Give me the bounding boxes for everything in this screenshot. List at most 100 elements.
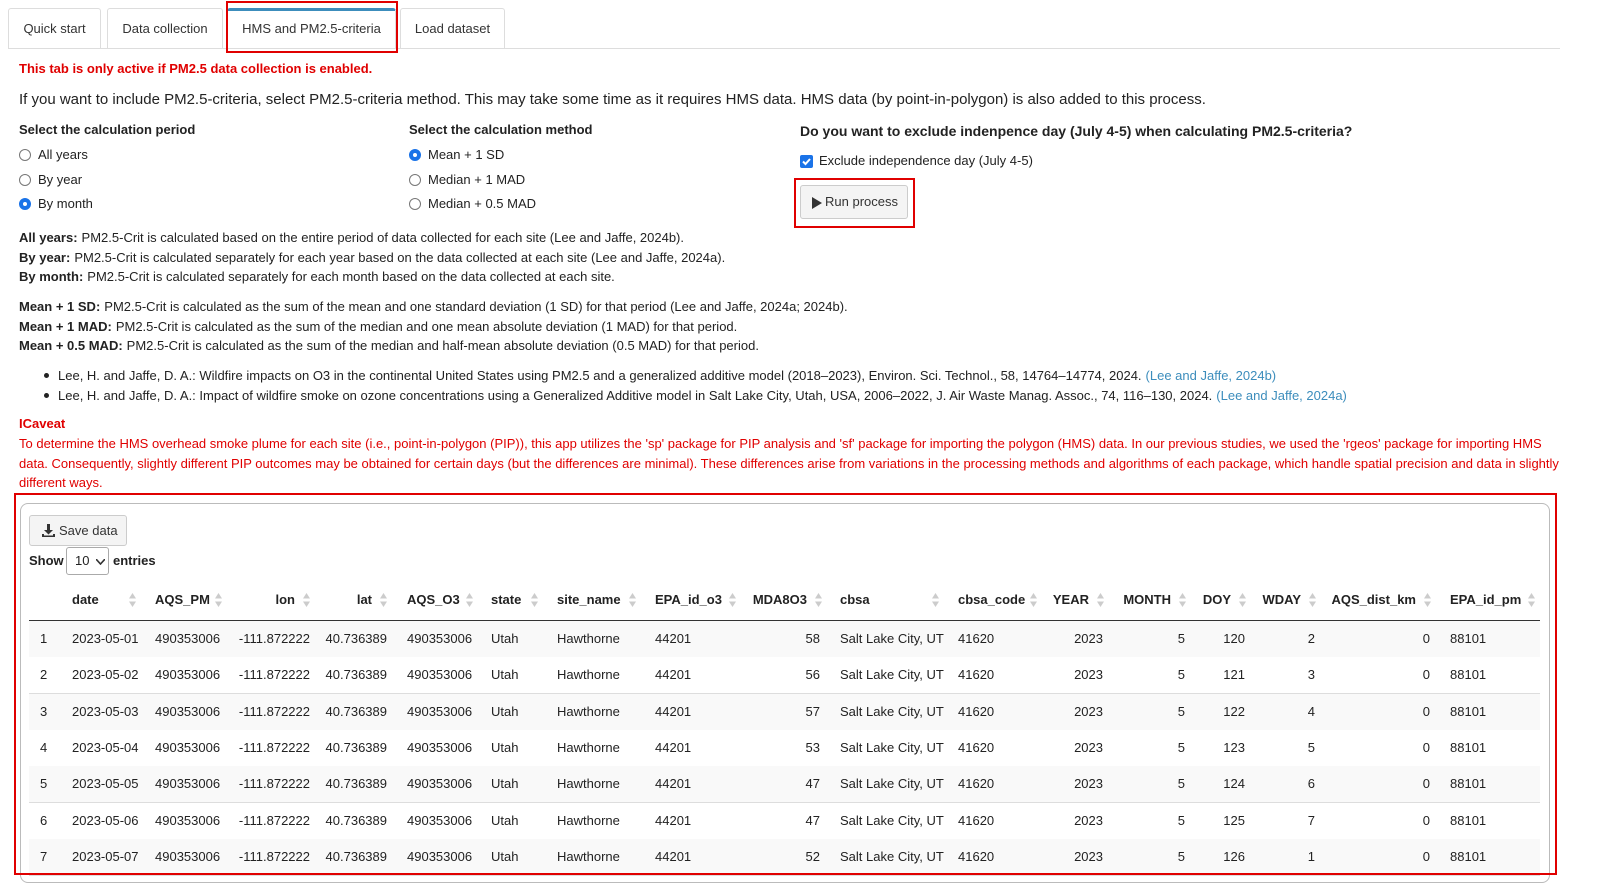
sort-icon[interactable] (729, 593, 736, 607)
sort-icon[interactable] (1179, 593, 1186, 607)
sort-icon[interactable] (1528, 593, 1535, 607)
column-header[interactable]: DOY (1202, 592, 1231, 607)
tab[interactable]: HMS and PM2.5-criteria (227, 8, 396, 48)
column-header[interactable]: lon (275, 592, 296, 607)
radio-button[interactable] (409, 173, 421, 186)
table-cell: 47 (805, 812, 820, 828)
reference-link[interactable]: (Lee and Jaffe, 2024b) (1145, 368, 1277, 383)
sort-icon[interactable] (1239, 593, 1246, 607)
table-cell: 490353006 (407, 739, 473, 755)
radio-button[interactable] (19, 149, 31, 161)
table-cell: 40.736389 (325, 631, 387, 646)
sort-icon[interactable] (380, 593, 387, 607)
table-cell: 2023 (1074, 631, 1103, 646)
table-cell: 0 (1422, 703, 1430, 719)
table-cell: 126 (1223, 848, 1245, 864)
table-cell: 44201 (655, 667, 692, 683)
note-text: PM2.5-Crit is calculated as the sum of t… (104, 299, 848, 314)
table-cell: 490353006 (407, 812, 473, 828)
column-header[interactable]: lat (356, 592, 372, 607)
check-mark (802, 158, 811, 166)
note-line: Mean + 0.5 MAD: PM2.5-Crit is calculated … (19, 336, 759, 356)
table-cell: 5 (1177, 739, 1185, 755)
column-header[interactable]: MDA8O3 (752, 592, 807, 607)
radio-label[interactable]: Mean + 1 SD (428, 147, 505, 162)
column-header[interactable]: MONTH (1123, 592, 1171, 607)
table-cell: 44201 (655, 631, 692, 646)
radio-button[interactable] (19, 173, 31, 186)
table-cell: Utah (491, 631, 519, 646)
download-icon (42, 524, 55, 537)
table-cell: Salt Lake City, UT (840, 812, 944, 828)
table-cell: -111.872222 (238, 667, 310, 683)
table-cell: 490353006 (155, 848, 221, 864)
table-cell: 125 (1223, 812, 1245, 828)
note-text: PM2.5-Crit is calculated based on the en… (81, 230, 685, 245)
length-value: 10 (75, 553, 90, 568)
column-header[interactable]: AQS_O3 (407, 592, 460, 607)
radio-label[interactable]: Median + 0.5 MAD (428, 196, 537, 211)
column-header[interactable]: cbsa_code (958, 592, 1026, 607)
table-cell: 40.736389 (325, 776, 387, 792)
table-cell: 490353006 (155, 739, 221, 755)
table-cell: 88101 (1450, 631, 1487, 646)
column-header[interactable]: cbsa (840, 592, 870, 607)
table-cell: 2023-05-04 (72, 739, 139, 755)
sort-icon[interactable] (815, 593, 822, 607)
table-cell: Salt Lake City, UT (840, 667, 944, 683)
column-header[interactable]: site_name (557, 592, 621, 607)
table-row (29, 766, 1540, 804)
tab[interactable]: Quick start (8, 8, 101, 48)
sort-icon[interactable] (129, 593, 136, 607)
column-header[interactable]: YEAR (1052, 592, 1089, 607)
reference-link[interactable]: (Lee and Jaffe, 2024a) (1216, 387, 1347, 403)
tab[interactable]: Data collection (107, 8, 223, 48)
sort-icon[interactable] (466, 593, 473, 607)
radio-button[interactable] (409, 149, 421, 161)
radio-label[interactable]: All years (38, 147, 88, 162)
table-row (29, 693, 1540, 731)
table-row (29, 838, 1540, 876)
sort-icon[interactable] (1424, 593, 1431, 607)
sort-icon[interactable] (303, 593, 310, 607)
column-header[interactable]: AQS_dist_km (1331, 592, 1416, 607)
run-button[interactable]: Run process (800, 185, 908, 219)
radio-label[interactable]: Median + 1 MAD (428, 171, 526, 187)
sort-icon[interactable] (1309, 593, 1316, 607)
column-header[interactable]: WDAY (1262, 592, 1301, 607)
table-cell: -111.872222 (238, 631, 310, 646)
radio-label[interactable]: By year (38, 171, 83, 187)
table-cell: 2023 (1074, 667, 1103, 683)
radio-button[interactable] (409, 198, 421, 210)
table-cell: Hawthorne (557, 812, 620, 828)
table-cell: 44201 (655, 812, 692, 828)
table-cell: 490353006 (155, 667, 221, 683)
sort-icon[interactable] (215, 593, 222, 607)
column-header[interactable]: EPA_id_o3 (655, 592, 722, 607)
table-cell: 2023 (1074, 739, 1103, 755)
radio-button[interactable] (19, 198, 31, 210)
table-cell: 52 (805, 848, 820, 864)
table-cell: Salt Lake City, UT (840, 703, 944, 719)
sort-icon[interactable] (531, 593, 538, 607)
column-header[interactable]: state (491, 592, 522, 607)
intro-text: If you want to include PM2.5-criteria, s… (19, 91, 1206, 108)
checkbox[interactable] (800, 155, 813, 168)
tab[interactable]: Load dataset (400, 8, 505, 48)
table-cell: 490353006 (407, 667, 473, 683)
sort-icon[interactable] (932, 593, 939, 607)
table-cell: 57 (805, 703, 820, 719)
save-button[interactable]: Save data (29, 515, 127, 546)
sort-icon[interactable] (1030, 593, 1037, 607)
radio-label[interactable]: By month (38, 196, 93, 211)
sort-icon[interactable] (629, 593, 636, 607)
column-header[interactable]: date (72, 592, 99, 607)
sort-icon[interactable] (1097, 593, 1104, 607)
table-cell: 2023 (1074, 776, 1103, 792)
column-header[interactable]: EPA_id_pm (1450, 592, 1522, 607)
table-cell: 5 (1177, 667, 1185, 683)
column-header[interactable]: AQS_PM (155, 592, 210, 607)
length-select[interactable]: 10 (66, 547, 109, 575)
checkbox-label[interactable]: Exclude independence day (July 4-5) (819, 153, 1033, 168)
note-term: By month: (19, 269, 84, 284)
